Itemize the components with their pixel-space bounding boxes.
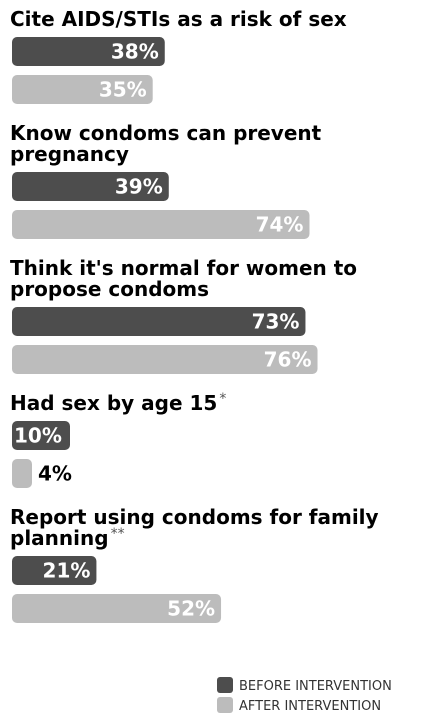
legend-swatch <box>217 697 233 713</box>
bar-value-label: 38% <box>111 40 159 64</box>
bar-value-label: 39% <box>115 175 163 199</box>
bar-value-label: 73% <box>252 310 300 334</box>
legend-label: AFTER INTERVENTION <box>239 699 381 713</box>
bar-before <box>12 556 97 585</box>
bar-value-label: 21% <box>43 559 91 583</box>
group-title: Report using condoms for family <box>10 505 379 529</box>
bar-value-label: 35% <box>99 78 147 102</box>
legend-item: AFTER INTERVENTION <box>217 697 381 713</box>
footnote-mark: * <box>219 391 226 407</box>
group-title: propose condoms <box>10 277 209 301</box>
legend-label: BEFORE INTERVENTION <box>239 679 392 694</box>
bar-value-label: 4% <box>38 462 72 486</box>
group-title: Cite AIDS/STIs as a risk of sex <box>10 7 347 31</box>
legend: BEFORE INTERVENTION AFTER INTERVENTION <box>217 677 392 713</box>
bar-before <box>12 172 169 201</box>
bar-value-label: 76% <box>264 348 312 372</box>
group-title: Think it's normal for women to <box>10 256 357 280</box>
bar-group: Had sex by age 15 * 10% 4% <box>10 391 226 488</box>
group-title: pregnancy <box>10 142 129 166</box>
bar-after <box>12 210 310 239</box>
bar-before <box>12 307 306 336</box>
bar-after <box>12 345 318 374</box>
bar-group: Cite AIDS/STIs as a risk of sex 38% 35% <box>10 7 347 104</box>
bar-value-label: 10% <box>14 424 62 448</box>
bar-value-label: 74% <box>256 213 304 237</box>
bar-after <box>12 459 32 488</box>
group-title: planning <box>10 526 109 550</box>
bar-after <box>12 75 153 104</box>
group-title: Know condoms can prevent <box>10 121 322 145</box>
group-title: Had sex by age 15 <box>10 391 217 415</box>
legend-item: BEFORE INTERVENTION <box>217 677 392 694</box>
bar-before <box>12 421 70 450</box>
footnote-mark: ** <box>111 526 125 542</box>
bar-after <box>12 594 222 623</box>
legend-swatch <box>217 677 233 693</box>
chart-groups: Cite AIDS/STIs as a risk of sex 38% 35% Kno… <box>10 7 379 623</box>
bar-before <box>12 37 165 66</box>
bar-value-label: 52% <box>167 597 215 621</box>
